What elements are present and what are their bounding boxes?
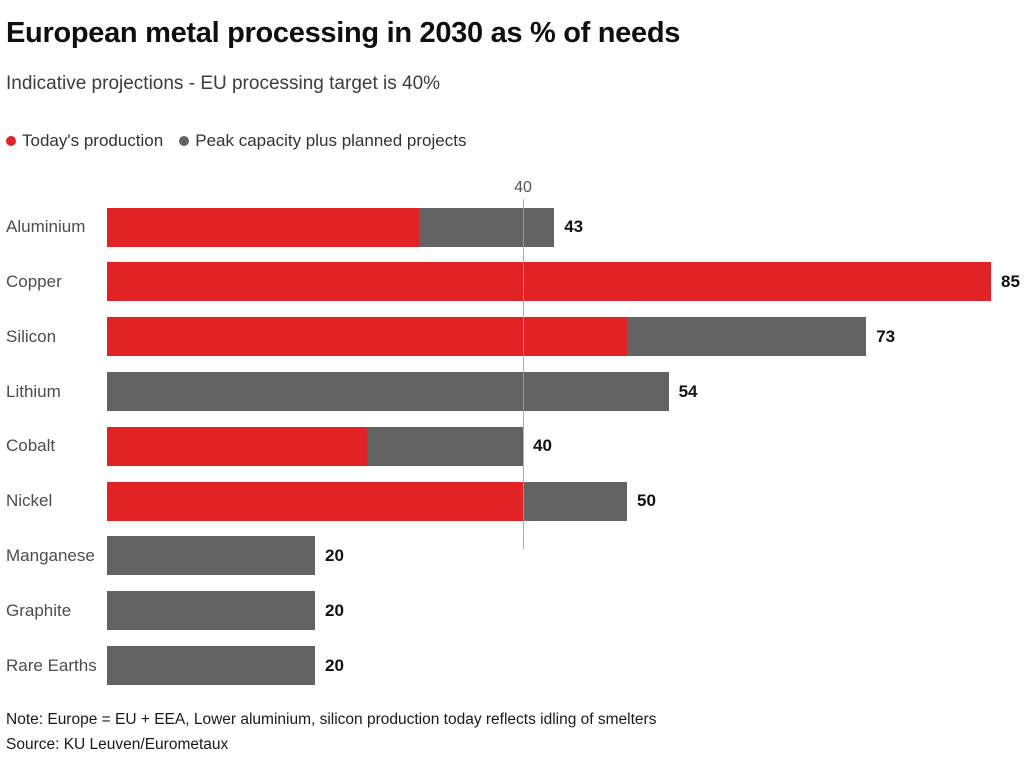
bar-segment-today <box>107 426 367 466</box>
category-label: Copper <box>6 271 62 291</box>
bar-segment-peak <box>419 207 555 247</box>
category-label: Cobalt <box>6 436 56 456</box>
chart-row: Silicon 73 <box>6 309 1016 364</box>
bar-segment-peak <box>367 426 523 466</box>
bar-segment-peak <box>107 372 669 412</box>
value-label: 40 <box>533 436 552 456</box>
chart-row: Aluminium 43 <box>6 200 1016 255</box>
bar-track: 50 <box>107 481 656 521</box>
category-label: Lithium <box>6 381 61 401</box>
legend-dot-red-icon <box>6 135 16 146</box>
chart-row: Cobalt 40 <box>6 419 1016 474</box>
legend: Today's production Peak capacity plus pl… <box>6 131 1016 151</box>
legend-dot-gray-icon <box>179 135 190 146</box>
bar-track: 54 <box>107 372 698 412</box>
bar-track: 20 <box>107 536 344 576</box>
category-label: Aluminium <box>6 217 86 237</box>
value-label: 85 <box>1001 271 1020 291</box>
chart-row: Nickel 50 <box>6 474 1016 529</box>
bar-track: 20 <box>107 591 344 631</box>
value-label: 43 <box>564 217 584 237</box>
bar-segment-today <box>107 317 627 357</box>
bar-track: 20 <box>107 646 344 686</box>
value-label: 20 <box>325 600 344 620</box>
legend-label-peak-capacity: Peak capacity plus planned projects <box>195 130 467 150</box>
bar-segment-peak <box>107 646 315 686</box>
value-label: 54 <box>678 381 698 401</box>
category-label: Rare Earths <box>6 655 97 675</box>
category-label: Silicon <box>6 326 57 346</box>
chart-row: Copper 85 <box>6 255 1020 310</box>
reference-line <box>523 198 524 549</box>
bar-track: 73 <box>107 317 896 357</box>
chart-row: Manganese 20 <box>6 529 1016 584</box>
chart-note: Note: Europe = EU + EEA, Lower aluminium… <box>6 710 657 728</box>
chart-row: Rare Earths 20 <box>6 638 1016 693</box>
value-label: 73 <box>876 326 896 346</box>
bar-segment-peak <box>627 317 867 357</box>
legend-item-todays-production: Today's production <box>6 131 163 151</box>
value-label: 20 <box>325 655 344 675</box>
bar-chart: 40 Aluminium 43 Copper 85 Silicon 73 Lithium 54… <box>6 178 1020 693</box>
chart-title: European metal processing in 2030 as % o… <box>6 17 681 49</box>
legend-item-peak-capacity: Peak capacity plus planned projects <box>179 131 466 151</box>
value-label: 50 <box>637 491 656 511</box>
reference-tick-label: 40 <box>514 178 532 196</box>
value-label: 20 <box>325 545 344 565</box>
category-label: Manganese <box>6 545 95 565</box>
bar-segment-peak <box>523 481 627 521</box>
bar-segment-peak <box>107 536 315 576</box>
bar-segment-today <box>107 481 523 521</box>
category-label: Graphite <box>6 600 72 620</box>
bar-segment-today <box>107 262 991 302</box>
category-label: Nickel <box>6 491 53 511</box>
bar-segment-peak <box>107 591 315 631</box>
bar-segment-today <box>107 207 419 247</box>
bar-track: 85 <box>107 262 1020 302</box>
bar-track: 40 <box>107 426 552 466</box>
chart-row: Graphite 20 <box>6 583 1016 638</box>
chart-source: Source: KU Leuven/Eurometaux <box>6 735 229 753</box>
chart-row: Lithium 54 <box>6 364 1016 419</box>
legend-label-todays-production: Today's production <box>22 130 164 150</box>
chart-rows: Aluminium 43 Copper 85 Silicon 73 Lithium 54 Cob… <box>6 179 1020 693</box>
chart-subtitle: Indicative projections - EU processing t… <box>6 72 441 94</box>
bar-track: 43 <box>107 207 584 247</box>
